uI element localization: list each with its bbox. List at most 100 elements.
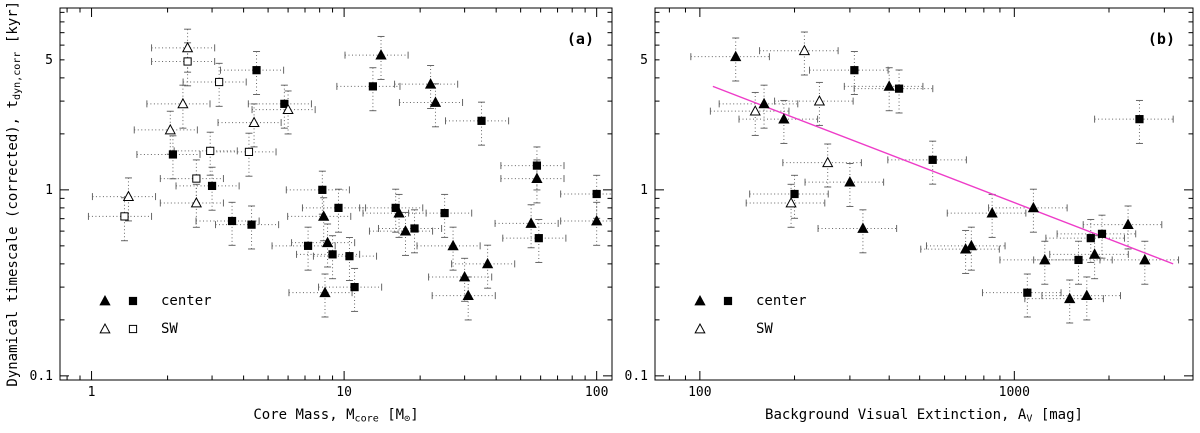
panel-b-plot: 100 1000 0.1 1 5 center SW (b) xyxy=(625,7,1194,400)
data-point-triangle-filled xyxy=(481,257,494,269)
data-point-square-open xyxy=(215,77,224,87)
data-point-triangle-open xyxy=(99,322,111,334)
data-point-triangle-open xyxy=(798,44,811,56)
legend: center SW xyxy=(694,293,807,337)
x-tick-label: 1 xyxy=(88,385,96,400)
data-point-square-filled xyxy=(168,150,178,159)
data-point-triangle-filled xyxy=(319,286,331,298)
data-point-triangle-filled xyxy=(694,294,706,306)
data-point-triangle-filled xyxy=(462,289,474,301)
data-point-triangle-open xyxy=(694,322,706,334)
data-point-square-filled xyxy=(318,185,327,194)
data-point-square-open xyxy=(192,174,201,183)
data-point-square-filled xyxy=(328,250,337,259)
legend-label: SW xyxy=(756,321,773,337)
panel-label: (b) xyxy=(1148,30,1175,48)
data-point-square-open xyxy=(128,324,138,334)
data-point-square-filled xyxy=(1135,115,1144,124)
error-bars xyxy=(690,31,1180,324)
data-point-square-filled xyxy=(368,82,377,91)
data-point-triangle-filled xyxy=(318,210,330,221)
data-point-square-filled xyxy=(440,208,449,218)
data-point-square-filled xyxy=(723,296,733,306)
data-point-square-filled xyxy=(410,224,419,233)
x-axis-title-panel-a: Core Mass, Mcore [M⊙] xyxy=(86,407,586,425)
fit-line xyxy=(712,85,1174,265)
label-text: Core Mass, M xyxy=(253,407,355,423)
label-subscript: core xyxy=(354,413,379,425)
data-point-square-filled xyxy=(350,283,359,292)
data-point-triangle-filled xyxy=(986,207,998,218)
data-point-square-filled xyxy=(790,189,799,199)
label-subscript: dyn,corr xyxy=(11,51,23,101)
tick-labels: 1 10 100 0.1 1 5 xyxy=(30,53,609,400)
data-point-triangle-filled xyxy=(758,97,770,109)
y-axis-title: Dynamical timescale (corrected), tdyn,co… xyxy=(5,0,23,404)
label-text: [kyr] xyxy=(5,0,22,52)
data-point-triangle-filled xyxy=(399,225,412,236)
data-point-triangle-filled xyxy=(321,236,334,248)
data-point-square-filled xyxy=(391,203,400,212)
y-tick-label: 5 xyxy=(640,53,648,68)
data-point-triangle-filled xyxy=(525,217,537,228)
data-point-triangle-open xyxy=(177,97,189,109)
data-point-triangle-filled xyxy=(778,113,790,124)
data-point-triangle-filled xyxy=(458,270,471,282)
panel-a-plot: 1 10 100 0.1 1 5 center SW (a) xyxy=(30,7,613,400)
data-point-square-filled xyxy=(334,203,343,212)
data-point-square-filled xyxy=(928,155,937,164)
data-points xyxy=(730,44,1151,304)
data-point-triangle-filled xyxy=(1122,218,1134,230)
label-text: Dynamical timescale (corrected), t xyxy=(5,100,22,387)
data-point-triangle-filled xyxy=(1088,248,1101,259)
x-tick-label: 10 xyxy=(336,385,352,400)
y-tick-label: 1 xyxy=(45,183,53,198)
data-point-triangle-filled xyxy=(965,239,977,251)
data-point-triangle-filled xyxy=(429,96,442,107)
x-tick-label: 1000 xyxy=(999,385,1030,400)
data-point-triangle-filled xyxy=(1139,253,1151,265)
data-point-triangle-open xyxy=(164,123,176,135)
data-point-square-filled xyxy=(850,66,859,75)
data-point-triangle-open xyxy=(749,105,761,116)
data-points xyxy=(120,41,603,301)
y-tick-label: 0.1 xyxy=(30,369,53,384)
data-point-square-open xyxy=(206,146,215,155)
data-point-triangle-open xyxy=(190,196,202,208)
data-point-triangle-open xyxy=(248,116,260,127)
data-point-triangle-filled xyxy=(375,49,387,60)
panel-label: (a) xyxy=(567,30,594,48)
data-point-triangle-filled xyxy=(1064,292,1076,304)
data-point-square-filled xyxy=(303,241,313,250)
data-point-square-filled xyxy=(128,296,138,306)
data-point-triangle-filled xyxy=(1039,253,1051,265)
data-point-square-filled xyxy=(345,252,354,261)
data-point-square-filled xyxy=(532,161,542,170)
error-bars xyxy=(87,28,612,321)
legend-label: center xyxy=(756,293,807,309)
label-text: [mag] xyxy=(1032,407,1083,423)
data-point-square-filled xyxy=(227,216,237,226)
data-point-square-filled xyxy=(1097,229,1107,238)
label-text: Background Visual Extinction, A xyxy=(765,407,1027,423)
data-point-square-filled xyxy=(247,220,256,229)
data-point-triangle-filled xyxy=(99,294,111,306)
legend-label: center xyxy=(161,293,212,309)
legend-label: SW xyxy=(161,321,178,337)
x-axis-title-panel-b: Background Visual Extinction, AV [mag] xyxy=(674,407,1174,425)
legend: center SW xyxy=(99,293,212,337)
data-point-triangle-filled xyxy=(883,80,895,91)
data-point-square-open xyxy=(120,212,129,221)
data-point-square-filled xyxy=(534,234,543,243)
data-point-square-filled xyxy=(1074,255,1083,265)
data-point-triangle-open xyxy=(813,95,826,106)
data-point-square-filled xyxy=(894,84,904,93)
data-point-square-filled xyxy=(207,181,217,191)
data-point-triangle-filled xyxy=(1081,289,1093,301)
data-point-triangle-open xyxy=(122,190,135,201)
data-point-triangle-filled xyxy=(857,222,869,233)
data-point-triangle-open xyxy=(181,41,194,53)
label-text: ] xyxy=(410,407,419,423)
data-point-triangle-open xyxy=(785,196,797,208)
